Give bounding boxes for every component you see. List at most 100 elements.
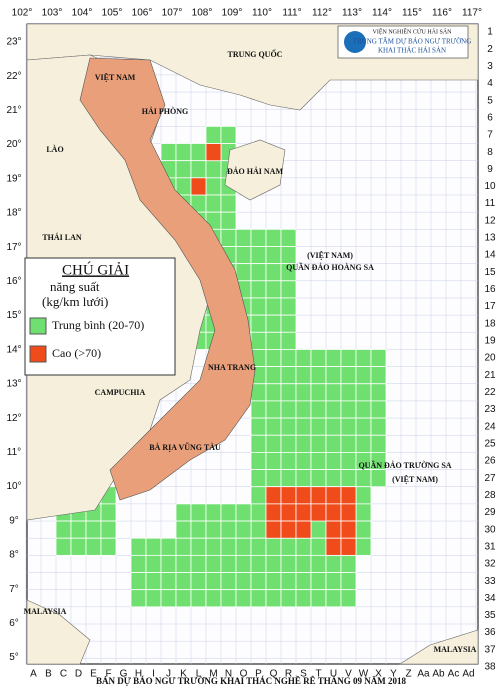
forecast-cell: [220, 503, 237, 522]
column-label: Y: [390, 669, 397, 680]
forecast-cell: [175, 143, 192, 162]
forecast-cell: [205, 143, 222, 162]
header-line: KHAI THÁC HẢI SẢN: [378, 47, 446, 55]
row-label: 24: [484, 421, 496, 432]
legend-swatch: [29, 317, 47, 335]
longitude-label: 117°: [462, 8, 482, 19]
forecast-cell: [340, 572, 357, 591]
longitude-label: 113°: [342, 8, 362, 19]
row-label: 28: [484, 490, 496, 501]
forecast-cell: [175, 503, 192, 522]
column-label: N: [225, 669, 232, 680]
forecast-cell: [220, 537, 237, 556]
forecast-cell: [175, 520, 192, 539]
forecast-cell: [100, 537, 117, 556]
forecast-cell: [265, 434, 282, 453]
legend: [24, 257, 176, 376]
forecast-cell: [250, 451, 267, 470]
forecast-cell: [235, 520, 252, 539]
column-label: E: [90, 669, 97, 680]
forecast-cell: [220, 228, 237, 247]
forecast-cell: [295, 383, 312, 402]
forecast-cell: [295, 572, 312, 591]
forecast-cell: [205, 125, 222, 144]
row-label: 22: [484, 387, 496, 398]
longitude-label: 112°: [312, 8, 332, 19]
row-label: 5: [487, 95, 493, 106]
forecast-cell: [370, 366, 387, 385]
forecast-cell: [310, 572, 327, 591]
forecast-cell: [70, 520, 87, 539]
forecast-cell: [265, 383, 282, 402]
forecast-cell: [295, 537, 312, 556]
forecast-cell: [280, 400, 297, 419]
forecast-cell: [265, 297, 282, 316]
row-label: 35: [484, 610, 496, 621]
forecast-cell: [250, 297, 267, 316]
latitude-label: 21°: [6, 105, 21, 116]
forecast-cell: [325, 451, 342, 470]
forecast-cell: [235, 246, 252, 265]
forecast-cell: [370, 383, 387, 402]
row-label: 34: [484, 593, 496, 604]
forecast-cell: [160, 589, 177, 608]
longitude-label: 104°: [72, 8, 93, 19]
forecast-cell: [160, 143, 177, 162]
forecast-cell: [130, 572, 147, 591]
row-label: 36: [484, 627, 496, 638]
forecast-cell: [160, 537, 177, 556]
forecast-cell: [250, 417, 267, 436]
forecast-cell: [280, 520, 297, 539]
latitude-label: 15°: [6, 310, 21, 321]
forecast-cell: [325, 434, 342, 453]
row-label: 25: [484, 438, 496, 449]
place-label: (VIỆT NAM): [307, 251, 353, 260]
forecast-cell: [295, 349, 312, 368]
forecast-cell: [265, 572, 282, 591]
longitude-label: 114°: [372, 8, 392, 19]
row-label: 3: [487, 61, 493, 72]
forecast-cell: [340, 520, 357, 539]
row-label: 14: [484, 250, 496, 261]
forecast-cell: [295, 400, 312, 419]
longitude-label: 103°: [42, 8, 63, 19]
forecast-cell: [235, 228, 252, 247]
forecast-cell: [250, 280, 267, 299]
forecast-cell: [355, 537, 372, 556]
forecast-cell: [175, 177, 192, 196]
longitude-label: 106°: [132, 8, 153, 19]
forecast-cell: [250, 572, 267, 591]
forecast-cell: [265, 417, 282, 436]
forecast-cell: [325, 520, 342, 539]
forecast-cell: [295, 417, 312, 436]
forecast-cell: [55, 520, 72, 539]
row-label: 16: [484, 284, 496, 295]
row-label: 7: [487, 130, 493, 141]
place-label: MALAYSIA: [24, 607, 67, 616]
logo: [344, 31, 366, 53]
forecast-cell: [205, 520, 222, 539]
forecast-cell: [370, 469, 387, 488]
forecast-cell: [340, 417, 357, 436]
longitude-label: 111°: [282, 8, 301, 19]
forecast-cell: [370, 349, 387, 368]
row-label: 18: [484, 318, 496, 329]
forecast-cell: [190, 520, 207, 539]
forecast-cell: [265, 280, 282, 299]
latitude-label: 9°: [9, 515, 19, 526]
column-label: L: [196, 669, 202, 680]
forecast-cell: [310, 486, 327, 505]
row-label: 11: [485, 198, 496, 209]
forecast-cell: [265, 228, 282, 247]
forecast-cell: [175, 537, 192, 556]
forecast-cell: [295, 469, 312, 488]
forecast-cell: [355, 383, 372, 402]
forecast-cell: [235, 554, 252, 573]
forecast-cell: [340, 400, 357, 419]
forecast-cell: [175, 160, 192, 179]
forecast-cell: [340, 434, 357, 453]
forecast-cell: [235, 537, 252, 556]
latitude-label: 17°: [6, 242, 21, 253]
forecast-cell: [355, 503, 372, 522]
forecast-cell: [145, 554, 162, 573]
